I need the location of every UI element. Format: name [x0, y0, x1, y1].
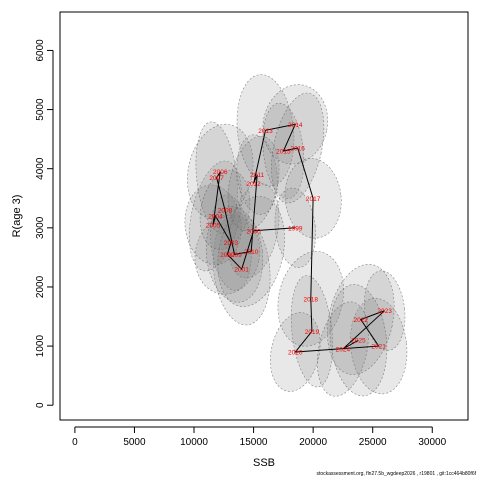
point-label-2018: 2018 — [304, 296, 319, 303]
point-label-2010: 2010 — [244, 249, 259, 256]
point-label-2015: 2015 — [276, 148, 291, 155]
y-tick-label: 1000 — [35, 335, 46, 358]
point-label-2004: 2004 — [208, 214, 223, 221]
point-label-2009: 2009 — [227, 252, 242, 259]
plot-frame — [59, 11, 469, 421]
x-tick-label: 15000 — [240, 437, 268, 448]
point-label-2007: 2007 — [209, 175, 224, 182]
point-label-2012: 2012 — [246, 181, 261, 188]
year-labels: 1999200020012002200320042005200620072008… — [206, 122, 392, 357]
point-label-2003: 2003 — [224, 240, 239, 247]
point-label-2022: 2022 — [354, 317, 369, 324]
y-tick-label: 6000 — [35, 39, 46, 62]
trajectory-line — [212, 123, 385, 353]
point-label-2005: 2005 — [206, 222, 221, 229]
y-tick-label: 3000 — [35, 216, 46, 239]
y-tick-label: 4000 — [35, 157, 46, 180]
point-label-2013: 2013 — [258, 128, 273, 135]
y-tick-label: 0 — [35, 402, 46, 408]
ellipse-2025 — [329, 284, 388, 397]
y-tick-label: 2000 — [35, 275, 46, 298]
x-tick-label: 25000 — [359, 437, 387, 448]
point-label-2014: 2014 — [288, 122, 303, 129]
x-tick-label: 10000 — [180, 437, 208, 448]
point-label-2011: 2011 — [250, 172, 264, 179]
point-label-2001: 2001 — [234, 267, 249, 274]
y-axis-title: R(age 3) — [11, 195, 23, 238]
point-label-2019: 2019 — [305, 329, 320, 336]
point-label-1999: 1999 — [288, 225, 303, 232]
x-tick-label: 20000 — [299, 437, 327, 448]
x-tick-label: 30000 — [418, 437, 446, 448]
point-label-2017: 2017 — [306, 196, 321, 203]
point-label-2025: 2025 — [351, 338, 366, 345]
point-label-2020: 2020 — [288, 350, 303, 357]
y-tick-label: 5000 — [35, 98, 46, 121]
point-label-2024: 2024 — [336, 347, 351, 354]
point-label-2006: 2006 — [213, 169, 228, 176]
point-label-2002: 2002 — [220, 252, 235, 259]
x-axis-title: SSB — [253, 457, 275, 469]
x-tick-label: 0 — [72, 437, 78, 448]
point-label-2008: 2008 — [218, 208, 233, 215]
footer-note: stockassessment.org, fln27.5b_wgdeep2026… — [316, 471, 476, 477]
point-label-2023: 2023 — [377, 308, 392, 315]
y-axis: 0 1000 2000 3000 4000 5000 6000 — [35, 39, 54, 408]
point-label-2000: 2000 — [246, 228, 261, 235]
x-tick-label: 5000 — [123, 437, 146, 448]
point-label-2021: 2021 — [371, 344, 386, 351]
x-axis: 0 5000 10000 15000 20000 25000 30000 — [72, 426, 447, 448]
point-label-2016: 2016 — [290, 146, 305, 153]
